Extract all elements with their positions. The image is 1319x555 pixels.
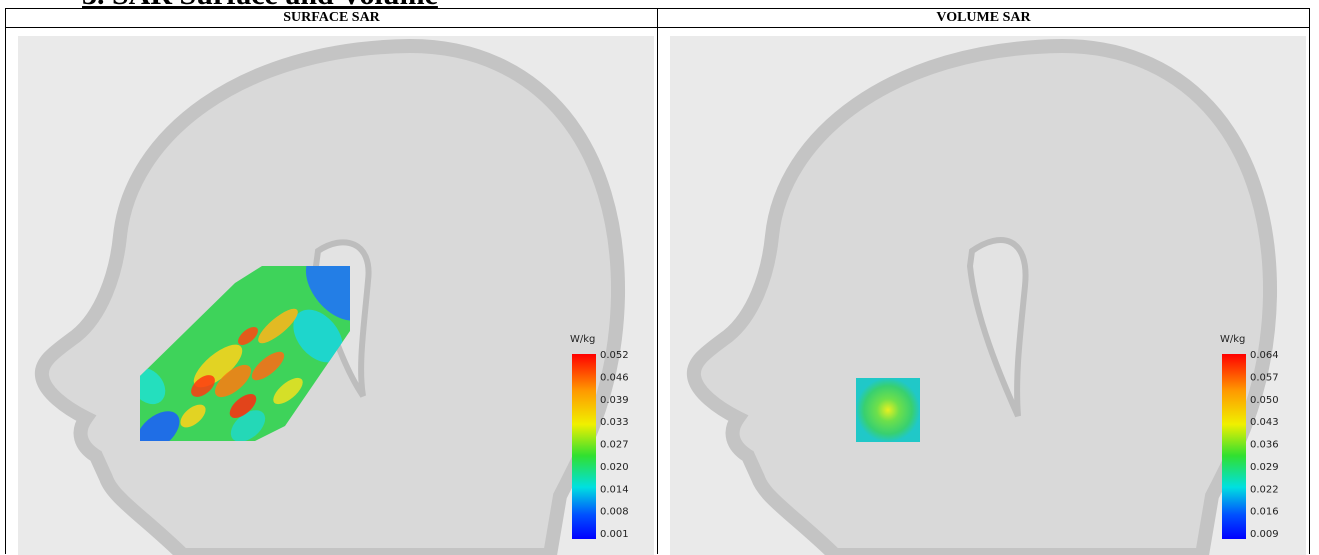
panel-header: VOLUME SAR bbox=[658, 9, 1309, 28]
sar-spot bbox=[140, 367, 166, 405]
panel: SURFACE SAR W/kg 0.052 0.046 0.039 0.033 0.027… bbox=[6, 9, 657, 555]
sar-spot bbox=[230, 410, 266, 441]
color-bar bbox=[572, 354, 596, 539]
scale-label: 0.043 bbox=[1250, 417, 1279, 428]
sar-spot bbox=[180, 404, 206, 428]
sar-table: SURFACE SAR W/kg 0.052 0.046 0.039 0.033 0.027… bbox=[5, 8, 1310, 555]
sar-spot bbox=[251, 351, 285, 381]
unit-label: W/kg bbox=[1220, 334, 1245, 345]
panel-header: SURFACE SAR bbox=[6, 9, 657, 28]
scale-label: 0.033 bbox=[600, 417, 629, 428]
sar-fill bbox=[856, 378, 920, 442]
scale-label: 0.039 bbox=[600, 395, 629, 406]
sar-spot bbox=[258, 308, 298, 344]
scale-label: 0.009 bbox=[1250, 529, 1279, 540]
sar-spot bbox=[214, 364, 252, 398]
scale-label: 0.016 bbox=[1250, 507, 1279, 518]
sar-spot bbox=[229, 394, 257, 418]
sar-image: W/kg 0.064 0.057 0.050 0.043 0.036 0.029 0.022 0… bbox=[670, 36, 1306, 555]
scale-label: 0.022 bbox=[1250, 484, 1279, 495]
scale-label: 0.001 bbox=[600, 529, 629, 540]
sar-spot bbox=[305, 266, 350, 321]
unit-label: W/kg bbox=[570, 334, 595, 345]
section-title: 3. SAR Surface and Volume bbox=[82, 0, 438, 12]
scale-label: 0.046 bbox=[600, 372, 629, 383]
scale-label: 0.057 bbox=[1250, 372, 1279, 383]
scale-label: 0.052 bbox=[600, 350, 629, 361]
sar-spot bbox=[238, 327, 258, 345]
color-bar bbox=[1222, 354, 1246, 539]
sar-spot bbox=[273, 377, 303, 405]
scale-label: 0.027 bbox=[600, 440, 629, 451]
scale-label: 0.029 bbox=[1250, 462, 1279, 473]
scale-label: 0.036 bbox=[1250, 440, 1279, 451]
panel: VOLUME SAR W/kg 0.064 0.057 0.050 0.043 0.036 0… bbox=[657, 9, 1309, 555]
scale-label: 0.064 bbox=[1250, 350, 1279, 361]
sar-map bbox=[856, 378, 920, 442]
scale-label: 0.014 bbox=[600, 484, 629, 495]
scale-label: 0.008 bbox=[600, 507, 629, 518]
sar-spot bbox=[293, 309, 343, 363]
sar-spot bbox=[191, 375, 215, 397]
sar-image: W/kg 0.052 0.046 0.039 0.033 0.027 0.020 0.014 0… bbox=[18, 36, 654, 555]
ear bbox=[966, 237, 1029, 418]
scale-label: 0.050 bbox=[1250, 395, 1279, 406]
scale-label: 0.020 bbox=[600, 462, 629, 473]
sar-spot bbox=[140, 411, 180, 441]
